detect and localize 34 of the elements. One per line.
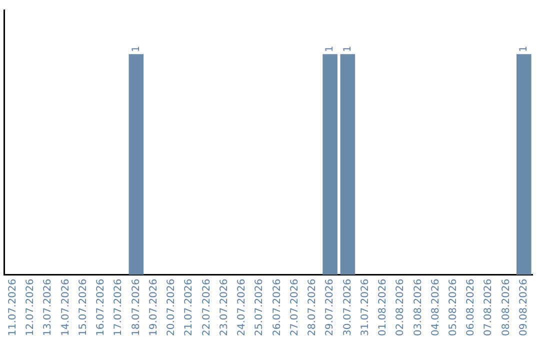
- x-tick-label: 21.07.2026: [184, 278, 195, 336]
- x-tick-label: 06.08.2026: [466, 278, 477, 336]
- x-tick-label: 12.07.2026: [25, 278, 36, 336]
- x-tick-label: 09.08.2026: [518, 278, 530, 336]
- data-label: 1: [342, 46, 354, 52]
- x-tick-label: 31.07.2026: [360, 278, 371, 336]
- x-tick-label: 04.08.2026: [430, 278, 442, 336]
- x-tick-label: 07.08.2026: [483, 278, 494, 336]
- x-tick-label: 03.08.2026: [412, 278, 424, 336]
- x-tick-label: 01.08.2026: [378, 278, 389, 336]
- x-tick-label: 08.08.2026: [500, 278, 512, 336]
- x-tick-label: 22.07.2026: [201, 278, 212, 336]
- x-tick-label: 17.07.2026: [113, 278, 124, 336]
- x-tick-label: 20.07.2026: [166, 278, 178, 336]
- x-tick-label: 19.07.2026: [148, 278, 160, 336]
- data-label: 1: [518, 46, 530, 52]
- data-label: 1: [324, 46, 336, 52]
- x-tick-label: 27.07.2026: [289, 278, 300, 336]
- x-tick-label: 29.07.2026: [324, 278, 336, 336]
- x-tick-label: 25.07.2026: [254, 278, 266, 336]
- x-tick-label: 15.07.2026: [78, 278, 89, 336]
- x-tick-label: 26.07.2026: [272, 278, 283, 336]
- x-tick-label: 23.07.2026: [218, 278, 230, 336]
- x-tick-label: 11.07.2026: [7, 278, 18, 336]
- data-label: 1: [130, 46, 142, 52]
- x-tick-label: 14.07.2026: [60, 278, 72, 336]
- x-tick-label: 05.08.2026: [448, 278, 459, 336]
- x-tick-label: 30.07.2026: [342, 278, 354, 336]
- x-tick-label: 28.07.2026: [307, 278, 318, 336]
- x-tick-label: 13.07.2026: [42, 278, 54, 336]
- x-tick-label: 02.08.2026: [395, 278, 406, 336]
- x-tick-label: 16.07.2026: [96, 278, 107, 336]
- x-tick-label: 24.07.2026: [236, 278, 248, 336]
- x-tick-label: 18.07.2026: [130, 278, 142, 336]
